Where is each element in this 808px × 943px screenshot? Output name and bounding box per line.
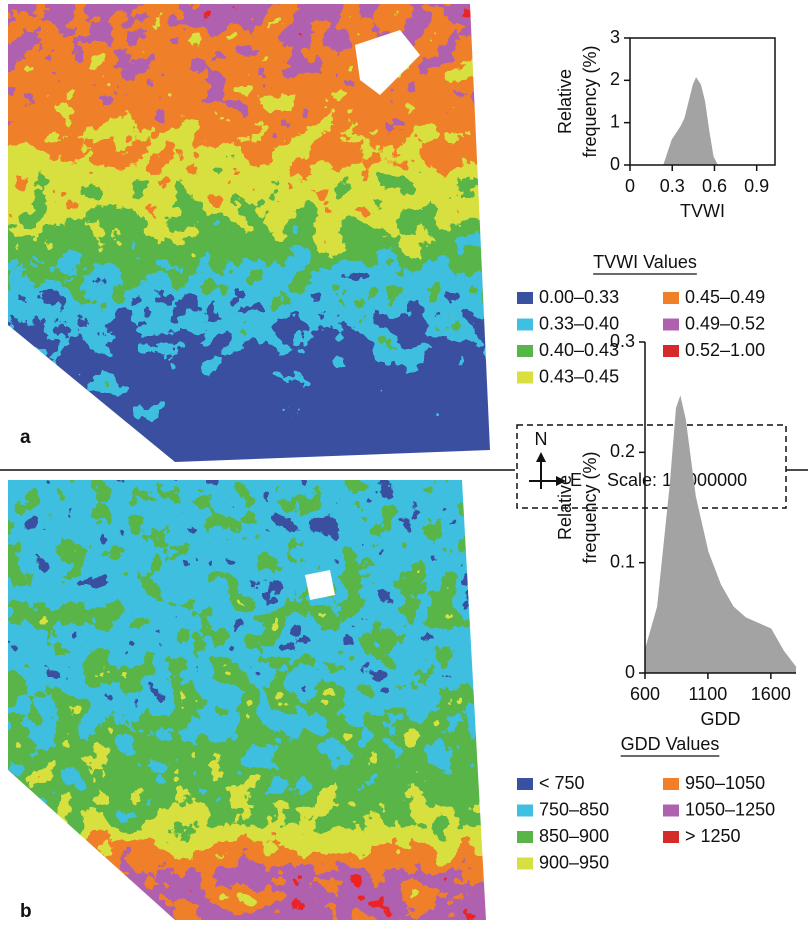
y-axis-label: frequency (%) bbox=[580, 45, 600, 157]
legend-swatch bbox=[517, 857, 533, 870]
legend-swatch bbox=[663, 345, 679, 357]
legend-title: GDD Values bbox=[621, 734, 720, 754]
area-fill bbox=[645, 397, 796, 673]
legend-label: 0.00–0.33 bbox=[539, 287, 619, 307]
legend-swatch bbox=[663, 318, 679, 331]
legend-label: 1050–1250 bbox=[685, 799, 775, 819]
area-line bbox=[663, 77, 718, 166]
x-tick-label: 600 bbox=[630, 684, 660, 704]
x-axis-label: GDD bbox=[701, 709, 741, 729]
y-tick-label: 1 bbox=[610, 111, 620, 131]
legend-swatch bbox=[663, 831, 679, 843]
map-tvwi bbox=[8, 4, 490, 462]
legend-swatch bbox=[517, 318, 533, 331]
legend-swatch bbox=[517, 804, 533, 817]
legend-label: 0.43–0.45 bbox=[539, 366, 619, 386]
east-label: E bbox=[570, 470, 582, 490]
x-tick-label: 1100 bbox=[689, 684, 728, 704]
legend-swatch bbox=[517, 778, 533, 790]
y-axis-label: Relative bbox=[555, 475, 575, 540]
legend-label: 850–900 bbox=[539, 826, 609, 846]
legend-swatch bbox=[517, 345, 533, 357]
x-tick-label: 0.6 bbox=[702, 176, 727, 196]
legend-label: 900–950 bbox=[539, 852, 609, 872]
legend-label: 0.49–0.52 bbox=[685, 313, 765, 333]
y-axis-label: Relative bbox=[555, 69, 575, 134]
legend-label: 0.33–0.40 bbox=[539, 313, 619, 333]
legend-label: < 750 bbox=[539, 773, 585, 793]
x-tick-label: 0.3 bbox=[660, 176, 685, 196]
legend-swatch bbox=[517, 292, 533, 304]
map-gdd bbox=[8, 480, 486, 920]
x-axis-label: TVWI bbox=[680, 201, 725, 221]
y-tick-label: 0.1 bbox=[610, 551, 635, 571]
area-line bbox=[644, 395, 797, 668]
y-tick-label: 0.3 bbox=[610, 331, 635, 351]
legend-label: 0.45–0.49 bbox=[685, 287, 765, 307]
legend-swatch bbox=[663, 804, 679, 817]
y-tick-label: 2 bbox=[610, 69, 620, 89]
legend-swatch bbox=[517, 831, 533, 843]
area-fill bbox=[663, 78, 718, 165]
legend-swatch bbox=[517, 371, 533, 384]
panel-label: a bbox=[20, 427, 31, 448]
legend-label: 950–1050 bbox=[685, 773, 765, 793]
x-tick-label: 1600 bbox=[751, 684, 791, 704]
legend-label: > 1250 bbox=[685, 826, 741, 846]
legend-label: 0.40–0.43 bbox=[539, 340, 619, 360]
panel-label: b bbox=[20, 901, 32, 922]
legend-label: 750–850 bbox=[539, 799, 609, 819]
legend-label: 0.52–1.00 bbox=[685, 340, 765, 360]
legend-title: TVWI Values bbox=[593, 252, 697, 272]
y-tick-label: 0 bbox=[625, 662, 635, 682]
plot-frame bbox=[629, 37, 776, 166]
y-tick-label: 0.2 bbox=[610, 441, 635, 461]
y-tick-label: 0 bbox=[610, 154, 620, 174]
x-tick-label: 0 bbox=[625, 176, 635, 196]
legend-swatch bbox=[663, 292, 679, 304]
x-tick-label: 0.9 bbox=[744, 176, 769, 196]
north-label: N bbox=[535, 429, 548, 449]
y-axis-label: frequency (%) bbox=[580, 451, 600, 563]
legend-swatch bbox=[663, 778, 679, 790]
y-tick-label: 3 bbox=[610, 27, 620, 47]
